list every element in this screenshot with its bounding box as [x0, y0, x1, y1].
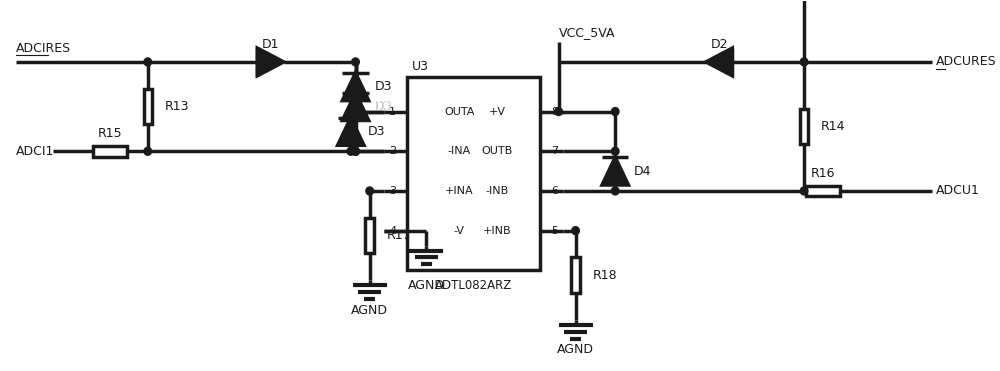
Text: R17: R17	[387, 229, 411, 242]
Circle shape	[352, 108, 359, 115]
Text: ADCU1: ADCU1	[936, 184, 980, 197]
Bar	[93, 146, 127, 157]
Bar	[806, 186, 840, 196]
Bar	[365, 218, 374, 253]
Text: 7: 7	[551, 146, 558, 156]
Text: +INA: +INA	[445, 186, 474, 196]
Text: AGND: AGND	[408, 279, 445, 292]
Text: 8: 8	[551, 106, 558, 116]
Circle shape	[144, 58, 152, 66]
Bar	[407, 77, 540, 270]
Text: U3: U3	[412, 60, 429, 73]
Text: -INB: -INB	[486, 186, 509, 196]
Polygon shape	[602, 157, 628, 185]
Text: D3: D3	[374, 100, 392, 113]
Polygon shape	[342, 73, 369, 101]
Bar	[800, 109, 808, 144]
Circle shape	[352, 147, 359, 155]
Text: R15: R15	[98, 127, 122, 140]
Circle shape	[800, 58, 808, 66]
Text: D3: D3	[374, 100, 392, 113]
Text: D3: D3	[368, 125, 385, 138]
Text: R13: R13	[165, 100, 189, 113]
Circle shape	[611, 147, 619, 155]
Circle shape	[366, 187, 373, 195]
Text: 3: 3	[389, 186, 396, 196]
Bar	[571, 257, 580, 293]
Polygon shape	[338, 118, 364, 145]
Text: -V: -V	[454, 226, 465, 236]
Polygon shape	[257, 48, 284, 76]
Text: ADTL082ARZ: ADTL082ARZ	[435, 279, 512, 292]
Text: D1: D1	[262, 37, 279, 50]
Text: ADCIRES: ADCIRES	[16, 42, 71, 55]
Circle shape	[800, 187, 808, 195]
Text: ADCI1: ADCI1	[16, 145, 54, 158]
Text: AGND: AGND	[557, 343, 594, 356]
Text: R16: R16	[811, 167, 835, 180]
Circle shape	[347, 147, 355, 155]
Text: D3: D3	[374, 80, 392, 93]
Circle shape	[611, 108, 619, 115]
Circle shape	[352, 58, 359, 66]
Circle shape	[611, 187, 619, 195]
Text: 5: 5	[551, 226, 558, 236]
Circle shape	[352, 108, 359, 115]
Text: 6: 6	[551, 186, 558, 196]
Text: OUTB: OUTB	[482, 146, 513, 156]
Circle shape	[144, 147, 152, 155]
Text: +V: +V	[489, 106, 506, 116]
Bar	[144, 89, 152, 124]
Text: 4: 4	[389, 226, 396, 236]
Text: AGND: AGND	[351, 303, 388, 316]
Text: R14: R14	[821, 120, 846, 133]
Text: ADCURES: ADCURES	[936, 55, 997, 68]
Polygon shape	[342, 93, 369, 121]
Circle shape	[555, 108, 562, 115]
Text: R18: R18	[593, 269, 617, 282]
Text: 1: 1	[389, 106, 396, 116]
Text: 2: 2	[389, 146, 396, 156]
Text: +INB: +INB	[483, 226, 511, 236]
Text: D4: D4	[634, 165, 652, 178]
Polygon shape	[706, 48, 732, 76]
Text: OUTA: OUTA	[444, 106, 475, 116]
Text: -INA: -INA	[448, 146, 471, 156]
Text: VCC_5VA: VCC_5VA	[559, 26, 615, 39]
Circle shape	[572, 227, 579, 234]
Text: D2: D2	[710, 37, 728, 50]
Circle shape	[352, 147, 359, 155]
